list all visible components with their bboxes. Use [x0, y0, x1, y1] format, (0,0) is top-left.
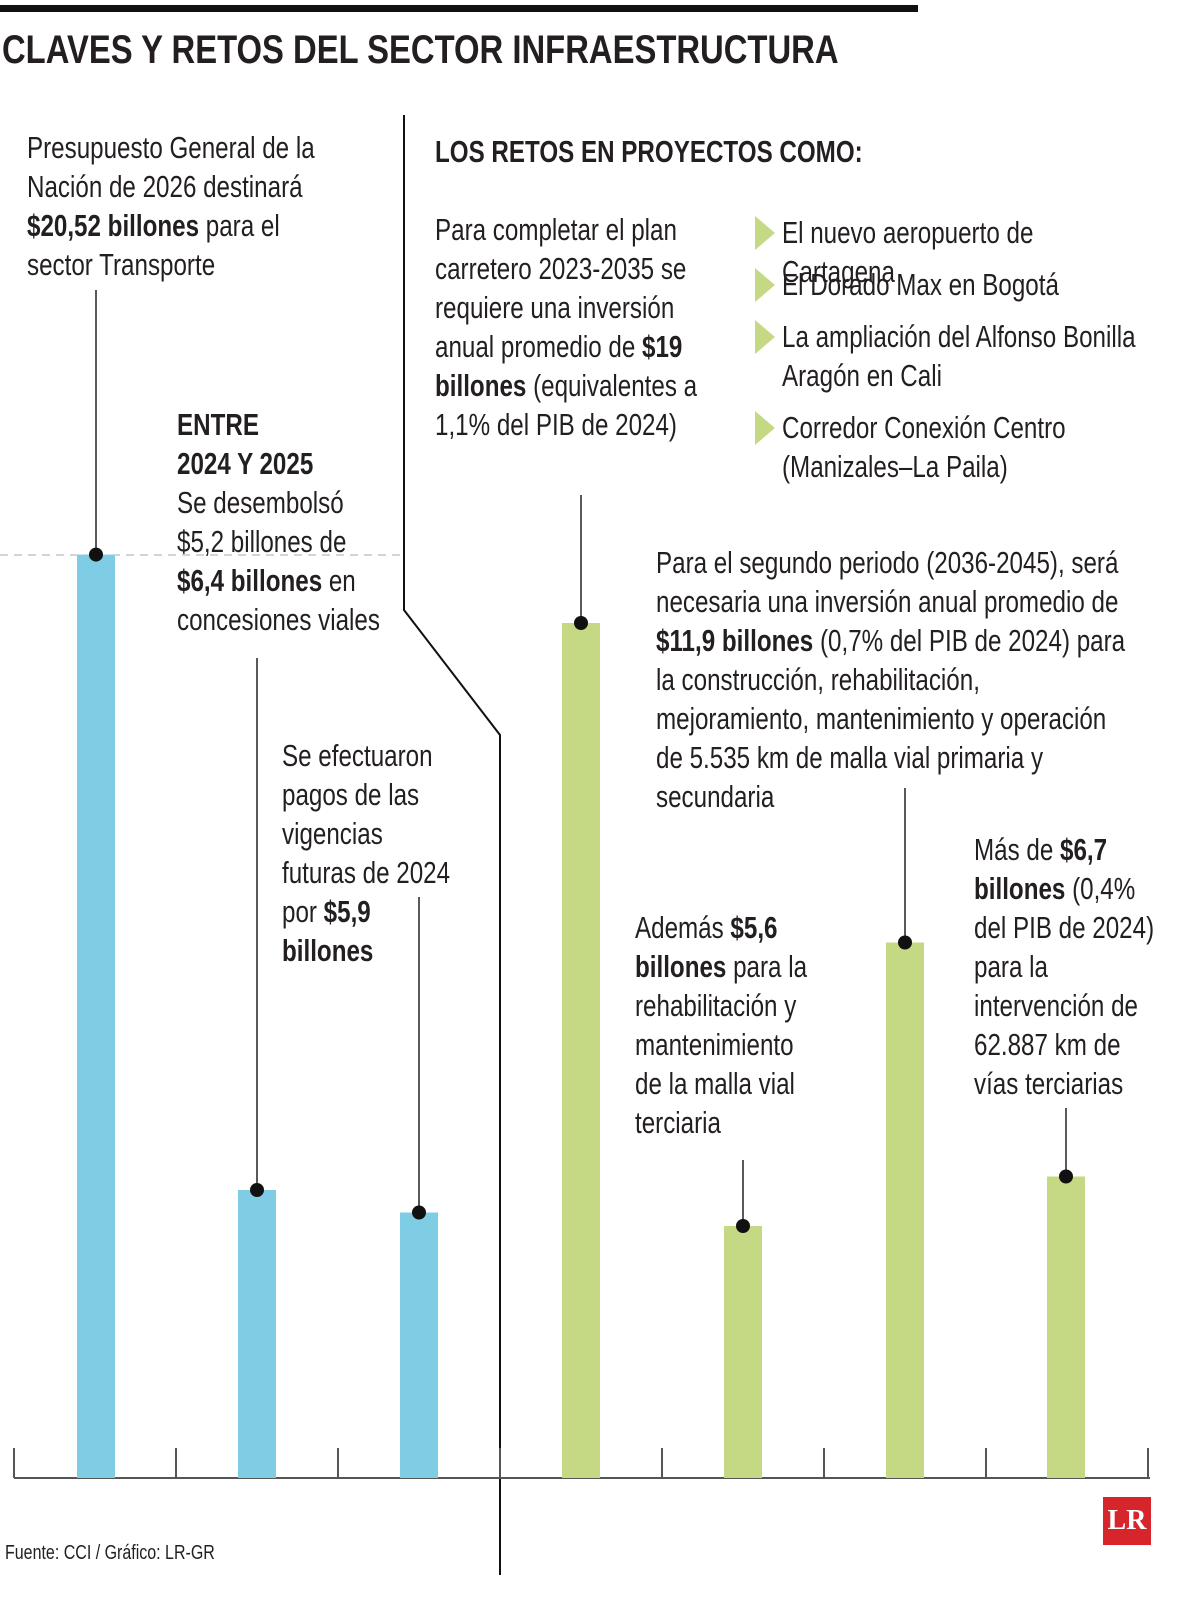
bar-dot [1059, 1169, 1073, 1184]
project-item: El nuevo aeropuerto de Cartagena [782, 215, 1034, 289]
title: CLAVES Y RETOS DEL SECTOR INFRAESTRUCTUR… [2, 28, 839, 72]
highlight: $19 billones [435, 329, 683, 403]
annotation-text: Se efectuaron pagos de las vigencias fut… [282, 738, 451, 929]
annotation-text: Se desembolsó $5,2 billones de [177, 485, 347, 559]
bar [238, 1190, 276, 1478]
bar [724, 1226, 762, 1478]
top-rule [0, 5, 918, 12]
highlight: $11,9 billones [656, 623, 814, 658]
bar-dot [250, 1183, 264, 1197]
annotation-text: (equivalentes a 1,1% del PIB de 2024) [435, 368, 698, 442]
bullet [755, 411, 775, 445]
bar-dot [736, 1219, 750, 1233]
annotation-text: Además [635, 910, 731, 945]
bar [400, 1212, 438, 1478]
project-item: La ampliación del Alfonso Bonilla Aragón… [782, 319, 1136, 393]
annotation-text: (0,7% del PIB de 2024) para la construcc… [656, 623, 1126, 814]
annotation-text: Para completar el plan carretero 2023-20… [435, 212, 687, 364]
divider [403, 115, 501, 1575]
annotation-text: Para el segundo periodo (2036-2045), ser… [656, 545, 1119, 619]
logo: LR [1103, 1497, 1151, 1545]
annotation-text: para el sector Transporte [27, 208, 280, 282]
annotation: Se efectuaron pagos de las vigencias fut… [282, 736, 457, 970]
bar-dot [898, 935, 912, 950]
bar [562, 623, 600, 1478]
bar [1047, 1176, 1085, 1478]
bullet [755, 320, 775, 354]
project-item: Corredor Conexión Centro (Manizales–La P… [782, 410, 1066, 484]
highlight: $20,52 billones [27, 208, 200, 243]
annotation: Más de $6,7 billones (0,4% del PIB de 20… [974, 830, 1159, 1103]
highlight: $6,7 billones [974, 832, 1108, 906]
source: Fuente: CCI / Gráfico: LR-GR [5, 1542, 215, 1564]
annotation-text: (0,4% del PIB de 2024) para la intervenc… [974, 871, 1155, 1101]
annotation-text: para la rehabilitación y mantenimiento d… [635, 949, 808, 1140]
annotation: Para el segundo periodo (2036-2045), ser… [656, 543, 1131, 816]
bar-dot [412, 1205, 426, 1220]
highlight: $6,4 billones [177, 563, 323, 598]
annotation: Además $5,6 billones para la rehabilitac… [635, 908, 815, 1142]
annotation: Presupuesto General de la Nación de 2026… [27, 128, 317, 284]
bar [886, 942, 924, 1478]
project-item: El Dorado Max en Bogotá [782, 267, 1059, 302]
bar-dot [89, 547, 103, 562]
highlight: ENTRE 2024 Y 2025 [177, 407, 314, 481]
bullet [755, 268, 775, 302]
annotation-text: Presupuesto General de la Nación de 2026… [27, 130, 315, 204]
annotation-text: Más de [974, 832, 1061, 867]
highlight: $5,6 billones [635, 910, 778, 984]
section-heading: LOS RETOS EN PROYECTOS COMO: [435, 134, 863, 169]
bullet [755, 216, 775, 250]
highlight: $5,9 billones [282, 894, 374, 968]
annotation: ENTRE 2024 Y 2025 Se desembolsó $5,2 bill… [177, 405, 387, 639]
annotation: Para completar el plan carretero 2023-20… [435, 210, 700, 444]
bar-dot [574, 616, 588, 630]
bar [77, 554, 115, 1478]
annotation-text: en concesiones viales [177, 563, 380, 637]
